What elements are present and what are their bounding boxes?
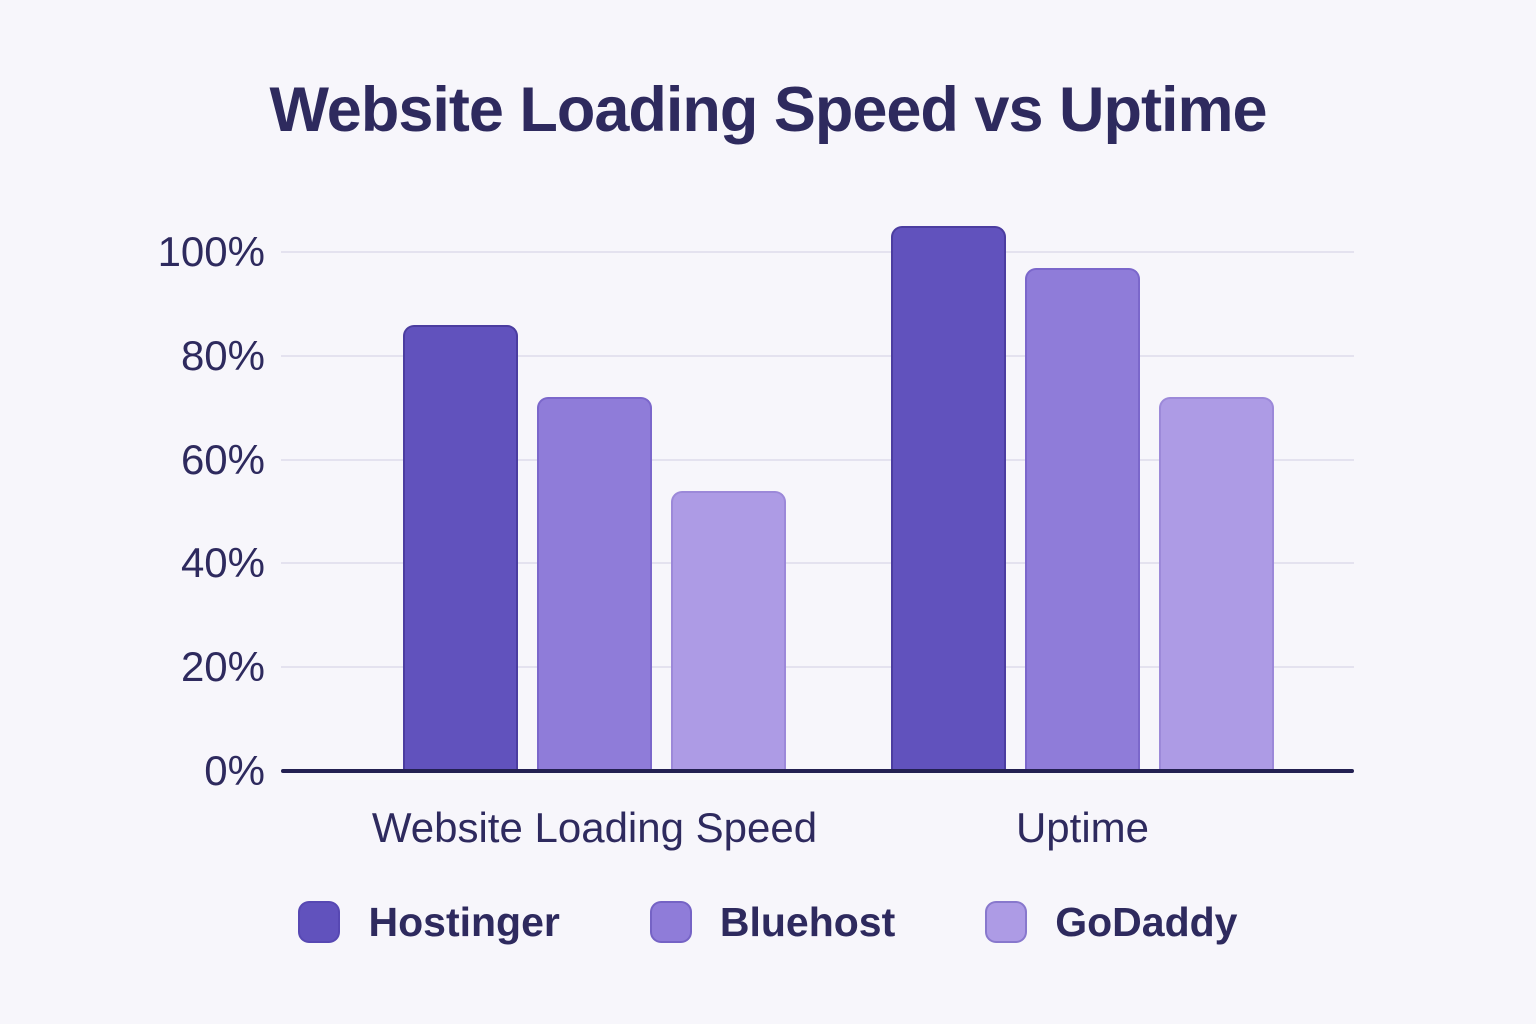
bar-bluehost-1 [1025, 267, 1140, 771]
gridline-80 [281, 354, 1354, 357]
legend-label-godaddy: GoDaddy [1055, 898, 1238, 945]
legend-label-bluehost: Bluehost [719, 898, 896, 945]
gridline-60 [281, 458, 1354, 461]
bar-godaddy-1 [1159, 397, 1274, 771]
legend-item-hostinger: Hostinger [298, 898, 560, 946]
x-axis-line [281, 769, 1354, 773]
bar-hostinger-0 [403, 324, 518, 771]
y-tick-label-20: 20% [180, 643, 265, 691]
bar-hostinger-1 [891, 226, 1006, 771]
bar-bluehost-0 [537, 397, 652, 771]
gridline-100 [281, 251, 1354, 253]
legend-swatch-hostinger [298, 901, 341, 943]
legend: Hostinger Bluehost GoDaddy [0, 896, 1536, 948]
y-tick-label-0: 0% [204, 747, 265, 794]
x-category-label-0: Website Loading Speed [371, 804, 818, 851]
legend-item-godaddy: GoDaddy [985, 898, 1238, 946]
y-tick-label-100: 100% [157, 228, 265, 275]
y-tick-label-80: 80% [180, 331, 265, 379]
bar-group-1 [891, 226, 1274, 771]
x-category-label-1: Uptime [1015, 804, 1150, 851]
gridline-40 [281, 562, 1354, 565]
gridline-20 [281, 666, 1354, 669]
legend-item-bluehost: Bluehost [649, 898, 896, 946]
bar-group-0 [403, 252, 786, 771]
bar-godaddy-0 [671, 490, 786, 771]
y-tick-label-40: 40% [180, 539, 265, 587]
legend-swatch-bluehost [649, 901, 692, 943]
legend-label-hostinger: Hostinger [368, 898, 560, 945]
y-tick-label-60: 60% [180, 435, 265, 483]
plot-area [281, 226, 1354, 773]
chart-title: Website Loading Speed vs Uptime [269, 75, 1267, 145]
legend-swatch-godaddy [985, 901, 1028, 943]
